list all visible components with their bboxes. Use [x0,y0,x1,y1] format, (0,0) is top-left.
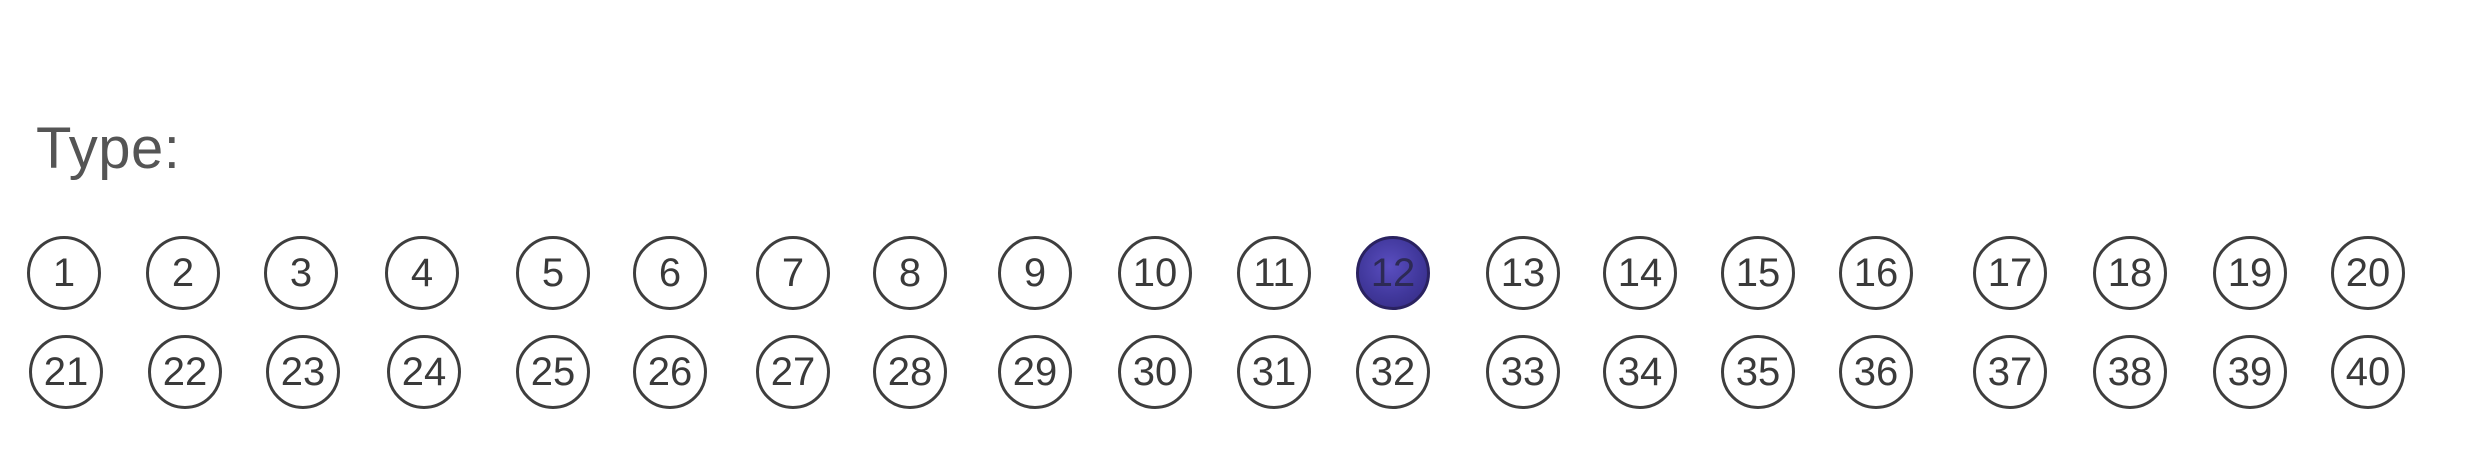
bubble-option[interactable]: 5 [516,236,590,310]
bubble-row-2: 21 22 23 24 25 26 27 28 29 30 31 32 33 34 35 36 37 38 39 40 [0,335,2480,415]
bubble-option[interactable]: 30 [1118,335,1192,409]
bubble-option[interactable]: 7 [756,236,830,310]
bubble-option[interactable]: 3 [264,236,338,310]
bubble-option[interactable]: 32 [1356,335,1430,409]
bubble-option[interactable]: 6 [633,236,707,310]
bubble-option[interactable]: 34 [1603,335,1677,409]
bubble-option-selected[interactable]: 12 [1356,236,1430,310]
bubble-option[interactable]: 24 [387,335,461,409]
bubble-row-1: 1 2 3 4 5 6 7 8 9 10 11 12 13 14 15 16 17 18 19 20 [0,236,2480,316]
bubble-option[interactable]: 9 [998,236,1072,310]
bubble-option[interactable]: 26 [633,335,707,409]
bubble-option[interactable]: 37 [1973,335,2047,409]
bubble-option[interactable]: 18 [2093,236,2167,310]
bubble-option[interactable]: 21 [29,335,103,409]
bubble-option[interactable]: 2 [146,236,220,310]
bubble-option[interactable]: 29 [998,335,1072,409]
bubble-option[interactable]: 10 [1118,236,1192,310]
bubble-option[interactable]: 38 [2093,335,2167,409]
bubble-option[interactable]: 15 [1721,236,1795,310]
bubble-option[interactable]: 23 [266,335,340,409]
bubble-option[interactable]: 31 [1237,335,1311,409]
bubble-option[interactable]: 13 [1486,236,1560,310]
bubble-option[interactable]: 35 [1721,335,1795,409]
bubble-option[interactable]: 25 [516,335,590,409]
bubble-option[interactable]: 14 [1603,236,1677,310]
bubble-option[interactable]: 16 [1839,236,1913,310]
type-label: Type: [36,116,181,181]
bubble-option[interactable]: 8 [873,236,947,310]
bubble-option[interactable]: 33 [1486,335,1560,409]
bubble-option[interactable]: 36 [1839,335,1913,409]
bubble-option[interactable]: 20 [2331,236,2405,310]
bubble-option[interactable]: 17 [1973,236,2047,310]
bubble-option[interactable]: 11 [1237,236,1311,310]
bubble-option[interactable]: 40 [2331,335,2405,409]
bubble-option[interactable]: 19 [2213,236,2287,310]
bubble-option[interactable]: 39 [2213,335,2287,409]
bubble-option[interactable]: 28 [873,335,947,409]
bubble-option[interactable]: 4 [385,236,459,310]
bubble-option[interactable]: 1 [27,236,101,310]
bubble-option[interactable]: 27 [756,335,830,409]
bubble-option[interactable]: 22 [148,335,222,409]
